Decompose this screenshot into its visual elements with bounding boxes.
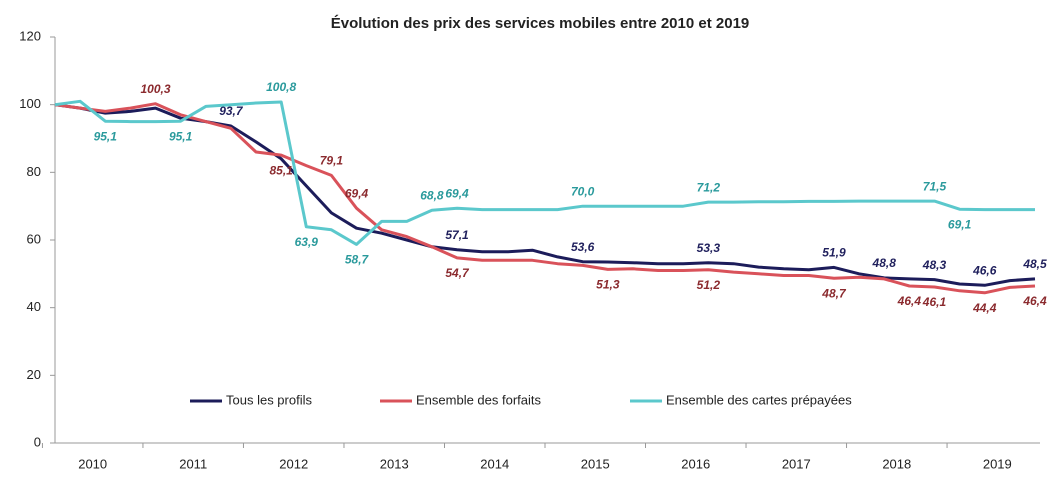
value-label: 54,7 [445,266,470,280]
x-tick-label: 2019 [983,456,1012,471]
value-label: 46,4 [897,294,922,308]
x-tick-label: 2018 [882,456,911,471]
value-label: 53,6 [571,240,595,254]
value-label: 85,1 [269,163,293,177]
y-tick-label: 20 [27,367,41,382]
value-label: 71,2 [697,180,721,194]
value-label: 69,4 [345,186,369,200]
value-label: 93,7 [219,104,244,118]
y-tick-label: 60 [27,231,41,246]
y-tick-label: 0 [34,434,41,449]
value-label: 100,3 [140,82,170,96]
value-label: 51,2 [697,278,721,292]
value-label: 46,6 [972,264,997,278]
value-label: 100,8 [266,80,296,94]
y-tick-label: 100 [19,96,41,111]
value-label: 53,3 [697,241,721,255]
x-tick-label: 2014 [480,456,509,471]
value-label: 48,5 [1022,257,1047,271]
x-tick-label: 2017 [782,456,811,471]
value-label: 57,1 [445,228,469,242]
value-label: 48,8 [872,256,897,270]
value-label: 95,1 [94,129,118,143]
series-line [54,102,1036,295]
x-tick-label: 2013 [380,456,409,471]
legend-label: Ensemble des cartes prépayées [666,392,852,407]
y-tick-label: 120 [19,28,41,43]
value-label: 51,9 [822,246,846,260]
x-tick-label: 2016 [681,456,710,471]
value-label: 69,4 [445,186,469,200]
value-label: 69,1 [948,217,972,231]
value-label: 71,5 [923,179,947,193]
value-label: 68,8 [420,188,444,202]
x-tick-label: 2015 [581,456,610,471]
value-label: 58,7 [345,253,370,267]
value-label: 48,3 [922,258,947,272]
value-label: 95,1 [169,129,193,143]
value-label: 44,4 [972,301,997,315]
value-label: 63,9 [295,235,319,249]
x-tick-label: 2012 [279,456,308,471]
series-line [54,99,1035,246]
value-label: 79,1 [320,154,344,168]
x-tick-label: 2011 [179,456,207,471]
y-tick-label: 40 [27,299,41,314]
legend-label: Tous les profils [226,392,312,407]
value-label: 46,4 [1022,294,1047,308]
value-label: 46,1 [922,295,947,309]
value-label: 70,0 [571,184,595,198]
chart-title: Évolution des prix des services mobiles … [331,15,750,32]
value-label: 48,7 [821,286,847,300]
x-tick-label: 2010 [78,456,107,471]
value-label: 51,3 [596,278,620,292]
y-tick-label: 80 [27,164,41,179]
legend-label: Ensemble des forfaits [416,392,542,407]
